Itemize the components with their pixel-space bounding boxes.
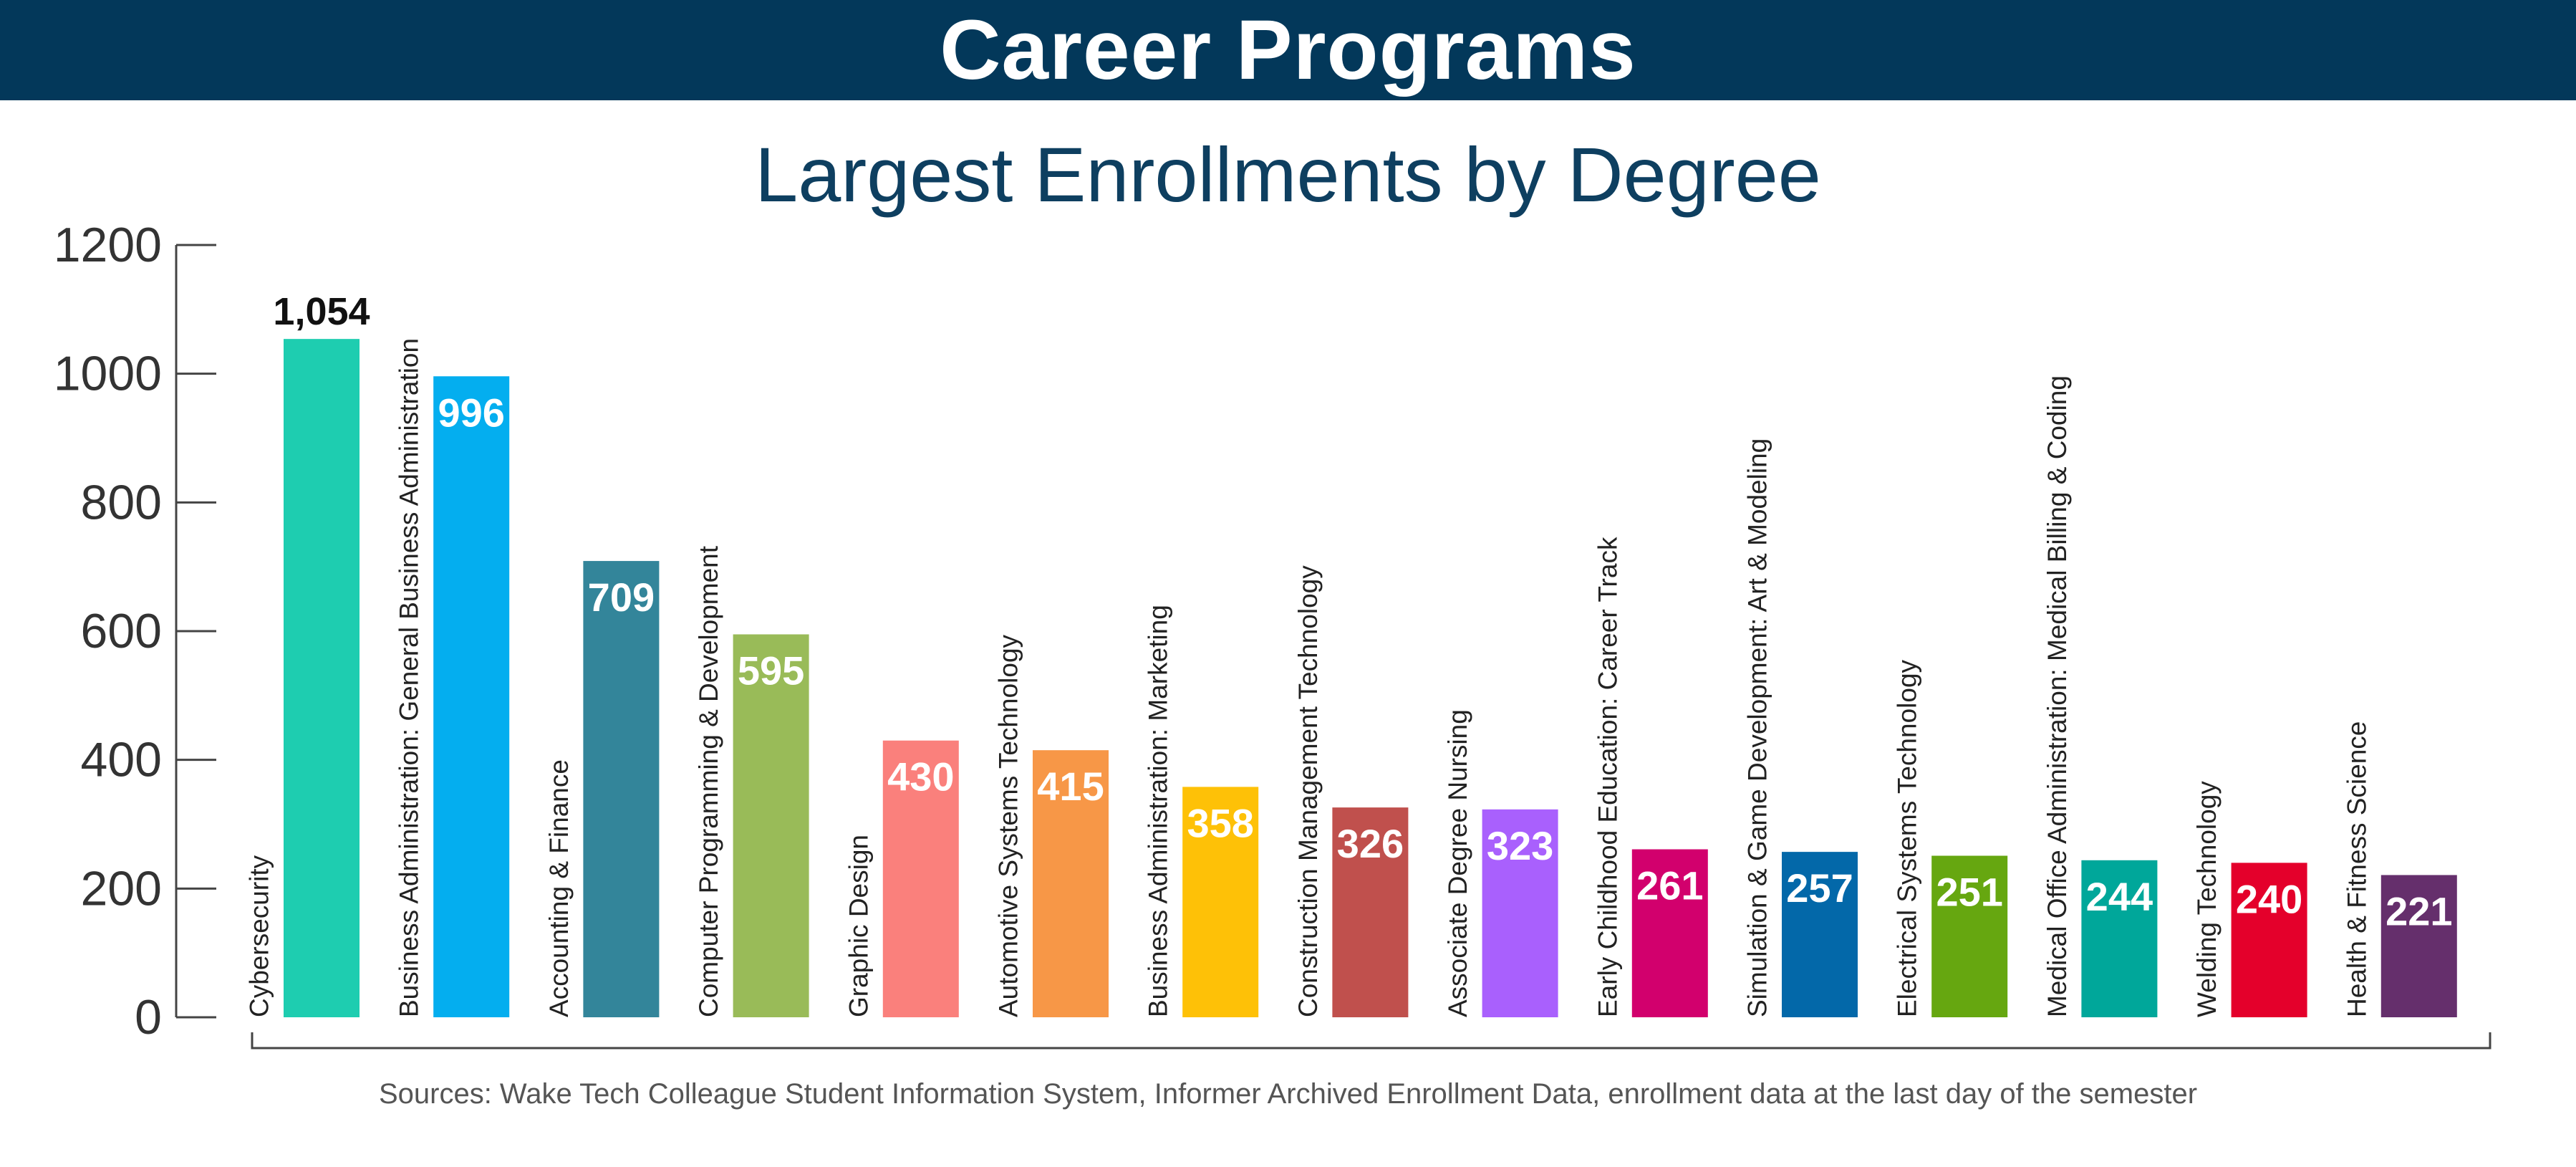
value-label: 415 (1037, 764, 1104, 809)
bar (733, 634, 809, 1017)
bar (1332, 807, 1409, 1017)
category-label: Computer Programming & Development (694, 545, 723, 1017)
value-label: 261 (1636, 863, 1703, 908)
value-label: 221 (2386, 888, 2452, 933)
category-label: Early Childhood Education: Career Track (1593, 537, 1622, 1017)
value-label: 430 (887, 754, 954, 799)
y-tick-label: 0 (135, 990, 162, 1044)
category-label: Automotive Systems Technology (994, 634, 1023, 1017)
bar (1782, 852, 1858, 1017)
value-label: 240 (2236, 876, 2302, 921)
source-note: Sources: Wake Tech Colleague Student Inf… (378, 1078, 2198, 1110)
category-label: Health & Fitness Science (2342, 721, 2371, 1017)
category-label: Business Administration: General Busines… (395, 338, 424, 1017)
bar (1033, 750, 1109, 1017)
value-label: 323 (1487, 823, 1553, 868)
y-axis: 0 200 400 600 800 1000 1200 (54, 218, 2491, 1050)
value-label: 709 (588, 575, 655, 620)
bar (1482, 809, 1558, 1017)
value-label: 358 (1187, 800, 1253, 845)
category-label: Accounting & Finance (544, 759, 574, 1017)
category-label: Electrical Systems Technology (1893, 659, 1922, 1017)
x-axis-bracket (251, 1032, 2491, 1050)
category-label: Simulation & Game Development: Art & Mod… (1743, 438, 1772, 1017)
bar (2380, 875, 2457, 1017)
bar (1182, 787, 1259, 1017)
y-tick-label: 800 (81, 475, 162, 529)
bar (284, 339, 360, 1017)
labels: 1,054 Cybersecurity 996 Business Administra… (245, 290, 2453, 1017)
category-label: Business Administration: Marketing (1144, 605, 1173, 1017)
bar (1631, 849, 1708, 1017)
category-label: Associate Degree Nursing (1443, 709, 1472, 1017)
value-label: 1,054 (273, 290, 370, 333)
value-label: 244 (2086, 874, 2153, 919)
banner-title: Career Programs (940, 3, 1636, 97)
bar (2231, 863, 2307, 1017)
category-label: Cybersecurity (245, 855, 274, 1017)
chart-title: Largest Enrollments by Degree (755, 131, 1821, 218)
y-tick-label: 600 (81, 604, 162, 658)
value-label: 251 (1936, 870, 2002, 915)
value-label: 996 (438, 390, 504, 435)
y-tick-label: 1200 (54, 218, 162, 272)
value-label: 595 (738, 648, 804, 693)
category-label: Graphic Design (844, 835, 873, 1017)
bar (2081, 860, 2158, 1017)
y-tick-label: 400 (81, 733, 162, 787)
y-tick-label: 200 (81, 861, 162, 916)
value-label: 257 (1786, 865, 1853, 911)
category-label: Construction Management Technology (1293, 565, 1323, 1017)
bar (1931, 855, 2008, 1017)
bar (433, 376, 510, 1017)
bars (284, 339, 2457, 1017)
bar (882, 740, 959, 1017)
bar (583, 561, 660, 1017)
y-tick-label: 1000 (54, 347, 162, 401)
header-banner: Career Programs (0, 0, 2576, 100)
category-label: Medical Office Administration: Medical B… (2042, 375, 2072, 1017)
category-label: Welding Technology (2192, 781, 2222, 1017)
value-label: 326 (1337, 821, 1404, 866)
